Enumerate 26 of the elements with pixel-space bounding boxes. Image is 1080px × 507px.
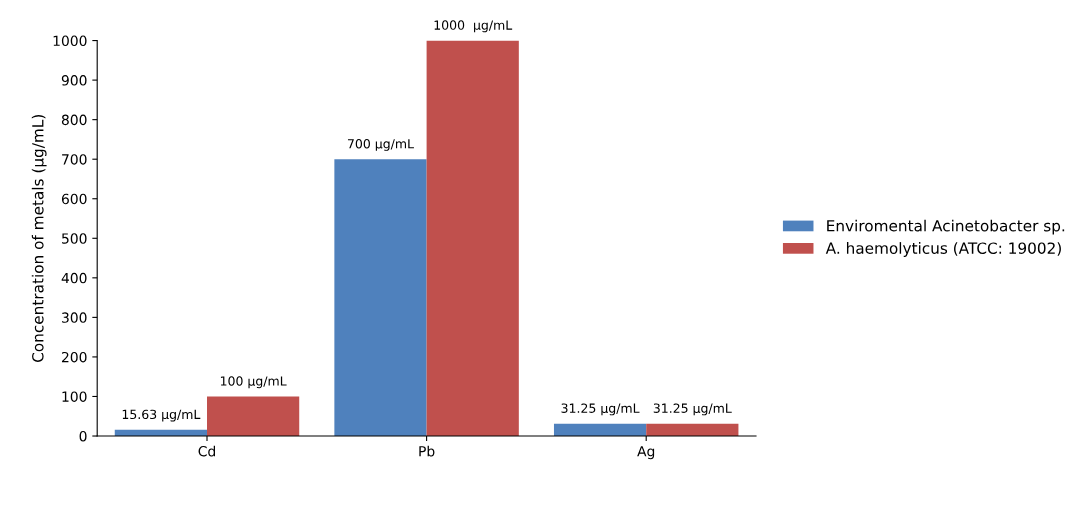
y-tick-label: 300 bbox=[62, 312, 87, 323]
y-axis-title: Concentration of metals (µg/mL) bbox=[31, 115, 47, 362]
y-tick-label: 0 bbox=[79, 430, 87, 442]
y-tick-label: 200 bbox=[61, 351, 87, 363]
data-label: 31.25 µg/mL bbox=[561, 403, 640, 416]
y-tick-label: 700 bbox=[62, 154, 87, 165]
x-tick-label: Cd bbox=[198, 445, 215, 457]
y-tick-label: 500 bbox=[62, 233, 87, 244]
y-tick-label: 100 bbox=[62, 391, 87, 402]
legend-label: A. haemolyticus (ATCC: 19002) bbox=[825, 242, 1061, 257]
bar bbox=[207, 396, 300, 437]
bar bbox=[426, 40, 519, 437]
y-tick-label: 1000 bbox=[53, 35, 87, 47]
data-label: 31.25 µg/mL bbox=[653, 403, 732, 416]
data-label: 15.63 µg/mL bbox=[122, 409, 201, 422]
data-label: 700 µg/mL bbox=[347, 138, 414, 151]
y-tick-label: 900 bbox=[61, 75, 87, 86]
legend-label: Enviromental Acinetobacter sp. bbox=[827, 219, 1065, 235]
y-tick-label: 600 bbox=[61, 193, 87, 205]
y-tick-label: 800 bbox=[61, 114, 87, 126]
y-tick-label: 400 bbox=[61, 272, 87, 284]
data-label: 100 µg/mL bbox=[220, 376, 287, 389]
bar bbox=[334, 159, 427, 437]
x-tick-label: Pb bbox=[419, 445, 435, 457]
data-label: 1000 µg/mL bbox=[434, 20, 513, 33]
x-tick-label: Ag bbox=[637, 446, 655, 460]
